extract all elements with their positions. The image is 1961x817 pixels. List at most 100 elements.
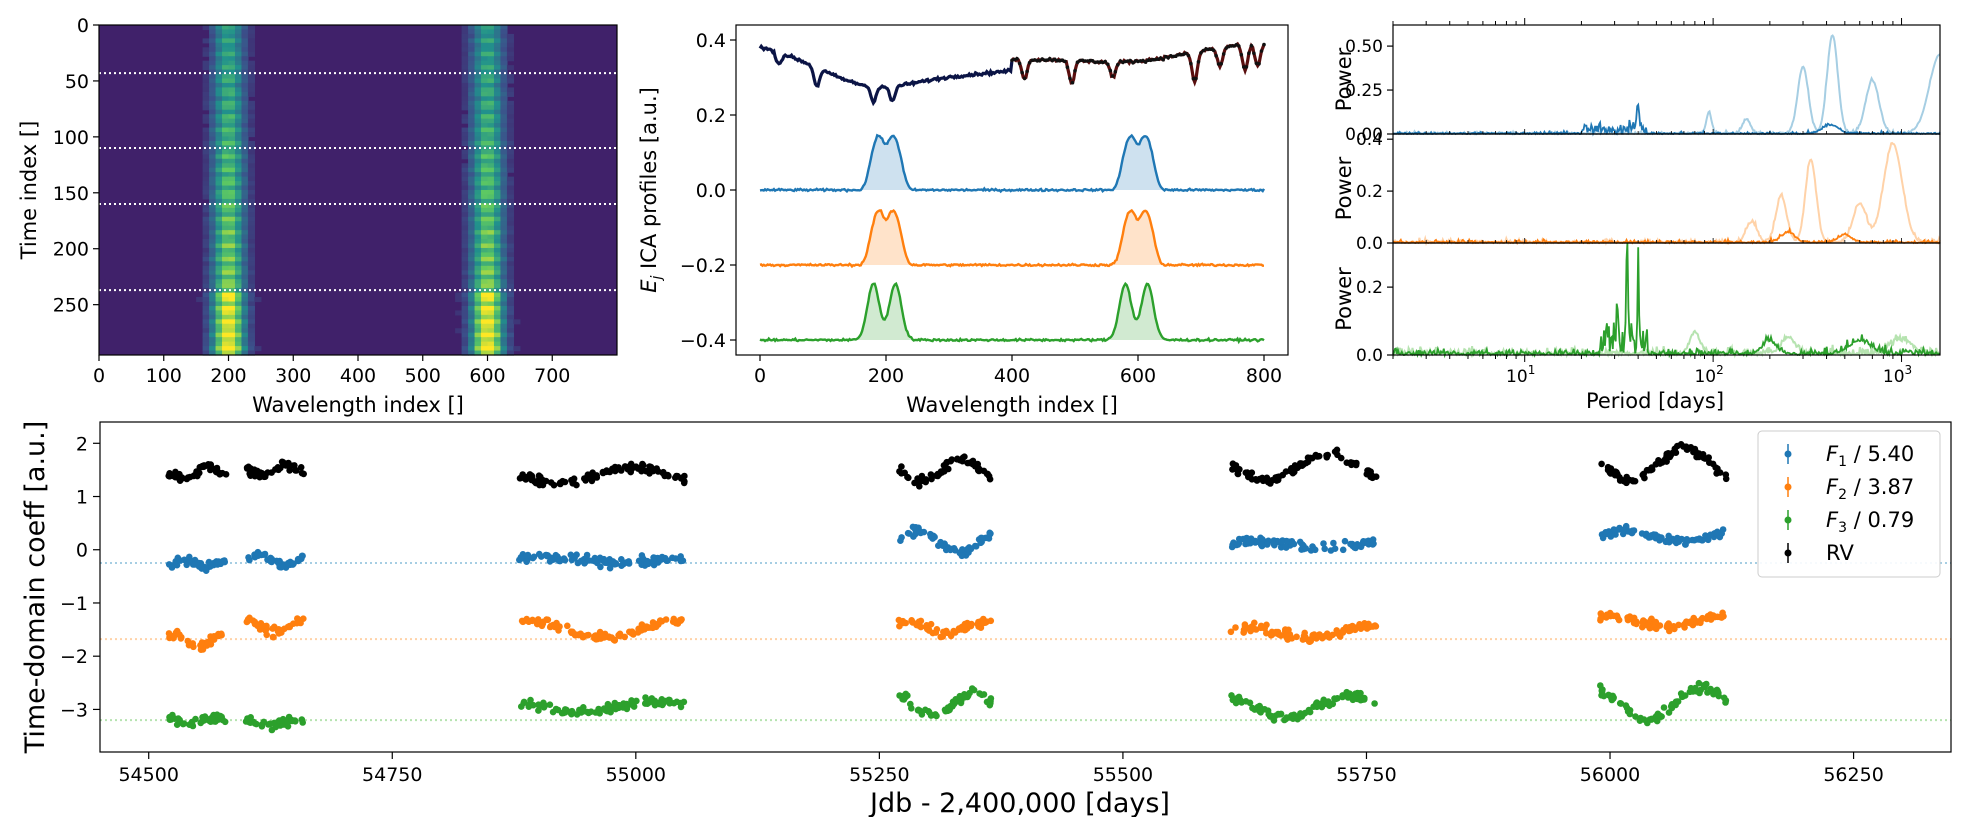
heatmap-cell — [474, 346, 482, 352]
heatmap-cell — [493, 341, 502, 347]
heatmap-cell — [493, 172, 502, 178]
heatmap-cell — [228, 38, 236, 44]
heatmap-cell — [241, 56, 249, 62]
heatmap-cell — [209, 109, 217, 115]
heatmap-cell — [506, 56, 514, 62]
heatmap-cell — [215, 292, 223, 298]
heatmap-cell — [481, 225, 489, 231]
heatmap-cell — [493, 283, 502, 289]
timeseries-point-1 — [275, 559, 282, 567]
timeseries-point-2 — [1366, 623, 1374, 631]
heatmap-cell — [209, 47, 217, 53]
heatmap-cell — [506, 305, 514, 312]
heatmap-cell — [506, 346, 514, 352]
heatmap-cell — [209, 181, 217, 187]
heatmap-cell — [222, 252, 230, 258]
timeseries-point-2 — [676, 616, 684, 624]
heatmap-cell — [202, 346, 210, 352]
heatmap-cell — [506, 154, 514, 160]
heatmap-cell — [228, 163, 236, 169]
heatmap-cell — [500, 310, 508, 316]
timeseries-point-3 — [1232, 699, 1240, 707]
timeseries-point-3 — [1305, 706, 1313, 714]
heatmap-cell — [461, 341, 469, 347]
heatmap-y-tick-label: 150 — [53, 183, 89, 205]
heatmap-cell — [234, 167, 243, 173]
timeseries-point-2 — [1610, 612, 1617, 620]
heatmap-cell — [481, 190, 489, 196]
heatmap-cell — [468, 346, 476, 352]
timeseries-point-4 — [986, 475, 994, 483]
heatmap-cell — [215, 270, 223, 276]
heatmap-cell — [202, 74, 210, 80]
timeseries-point-3 — [1703, 680, 1710, 688]
heatmap-cell — [493, 145, 502, 151]
heatmap-cell — [506, 181, 514, 187]
timeseries-point-2 — [1227, 628, 1235, 636]
heatmap-cell — [481, 207, 489, 213]
heatmap-cell — [209, 265, 217, 271]
heatmap-cell — [461, 234, 469, 240]
timeseries-point-3 — [677, 703, 685, 711]
heatmap-cell — [215, 158, 223, 164]
heatmap-cell — [215, 247, 223, 254]
heatmap-cell — [468, 25, 476, 31]
heatmap-cell — [468, 323, 476, 329]
heatmap-cell — [241, 100, 249, 106]
heatmap-cell — [500, 350, 508, 356]
heatmap-cell — [234, 225, 243, 231]
heatmap-cell — [234, 74, 243, 80]
heatmap-cell — [215, 203, 223, 209]
heatmap-cell — [487, 136, 495, 142]
heatmap-cell — [461, 167, 469, 173]
heatmap-y-label: Time index [] — [17, 121, 41, 261]
mean-spectrum-blue-half — [758, 43, 1014, 107]
profiles-y-tick-label: 0.2 — [696, 105, 726, 127]
heatmap-cell — [241, 140, 249, 147]
timeseries-point-1 — [609, 558, 617, 565]
heatmap-cell — [228, 314, 236, 320]
heatmap-cell — [461, 261, 469, 267]
heatmap-cell — [468, 82, 476, 89]
heatmap-cell — [506, 261, 514, 267]
heatmap-cell — [241, 25, 249, 31]
timeseries-point-1 — [1714, 528, 1721, 536]
heatmap-cell — [202, 172, 210, 178]
heatmap-cell — [234, 105, 243, 111]
heatmap-cell — [474, 145, 482, 151]
heatmap-cell — [234, 91, 243, 97]
timeseries-point-1 — [517, 554, 525, 561]
heatmap-cell — [500, 65, 508, 71]
heatmap-cell — [202, 207, 210, 213]
timeseries-point-4 — [898, 463, 905, 470]
mean-spectrum-point — [1022, 76, 1027, 81]
timeseries-point-2 — [1665, 620, 1672, 627]
heatmap-cell — [215, 65, 223, 71]
timeseries-point-2 — [1624, 616, 1632, 624]
heatmap-cell — [247, 114, 255, 120]
heatmap-cell — [234, 230, 243, 236]
timeseries-point-2 — [925, 625, 932, 632]
periodogram-y-tick-label: 0.0 — [1356, 234, 1383, 254]
mean-spectrum-point — [1189, 61, 1193, 66]
heatmap-cell — [500, 87, 508, 93]
heatmap-cell — [215, 91, 223, 97]
heatmap-cell — [222, 194, 230, 200]
heatmap-cell — [487, 230, 495, 236]
heatmap-cell — [241, 154, 249, 160]
heatmap-y-tick-label: 0 — [77, 15, 89, 37]
heatmap-cell — [506, 74, 514, 80]
heatmap-cell — [493, 96, 502, 102]
heatmap-cell — [215, 82, 223, 89]
heatmap-cell — [222, 82, 230, 89]
heatmap-cell — [493, 274, 502, 280]
heatmap-cell — [487, 69, 495, 75]
timeseries-point-4 — [268, 469, 275, 476]
heatmap-cell — [254, 346, 262, 352]
timeseries-point-3 — [1242, 698, 1250, 705]
heatmap-cell — [506, 297, 514, 303]
timeseries-point-1 — [523, 558, 530, 565]
heatmap-cell — [468, 270, 476, 276]
heatmap-cell — [461, 350, 469, 356]
